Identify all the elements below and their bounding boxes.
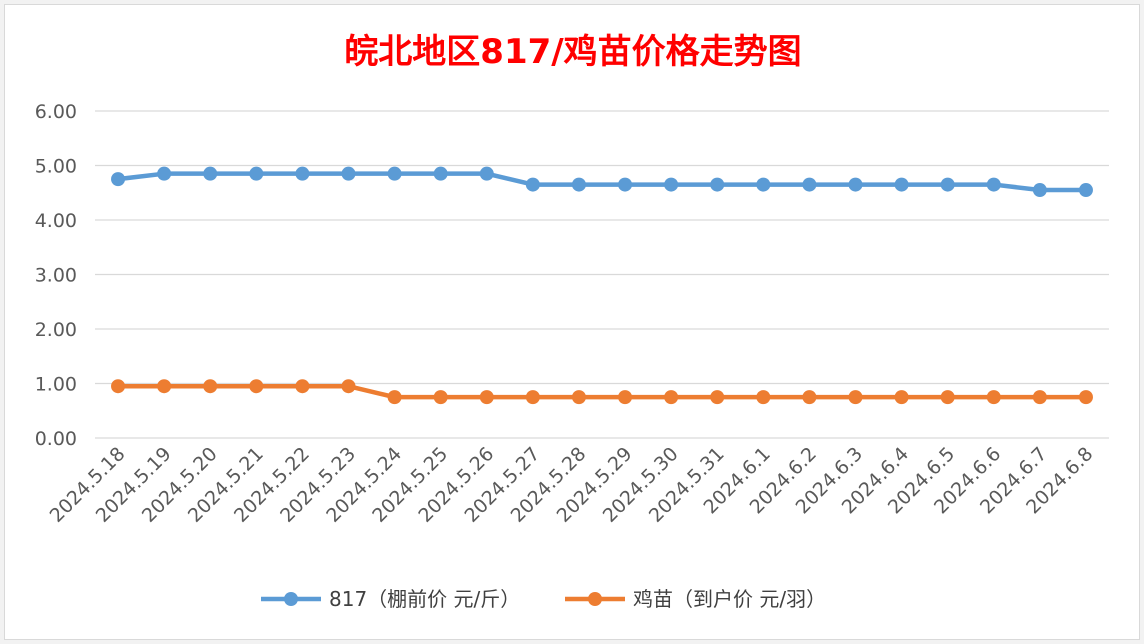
data-point — [986, 177, 1001, 192]
legend-item: 817（棚前价 元/斤） — [261, 587, 520, 611]
y-tick-label: 0.00 — [35, 428, 77, 450]
data-point — [341, 379, 356, 394]
y-tick-label: 3.00 — [35, 265, 77, 287]
data-point — [525, 390, 540, 405]
y-tick-label: 6.00 — [35, 101, 77, 123]
data-point — [433, 390, 448, 405]
legend-label: 鸡苗（到户价 元/羽） — [633, 587, 826, 611]
data-point — [111, 172, 126, 187]
grid-lines — [95, 110, 1109, 439]
data-point — [986, 390, 1001, 405]
data-point — [203, 166, 218, 181]
data-point — [940, 177, 955, 192]
data-point — [802, 177, 817, 192]
series-lines — [111, 166, 1093, 405]
data-point — [479, 390, 494, 405]
data-point — [756, 390, 771, 405]
data-point — [479, 166, 494, 181]
series-1 — [111, 166, 1093, 198]
data-point — [848, 177, 863, 192]
data-point — [710, 177, 725, 192]
chart-frame: 皖北地区817/鸡苗价格走势图 0.00 1.00 2.00 3.00 4.00 5.00… — [4, 4, 1140, 640]
chart-title: 皖北地区817/鸡苗价格走势图 — [344, 32, 801, 72]
data-point — [618, 177, 633, 192]
y-tick-label: 1.00 — [35, 374, 77, 396]
data-point — [710, 390, 725, 405]
data-point — [387, 390, 402, 405]
legend-item: 鸡苗（到户价 元/羽） — [565, 587, 826, 611]
data-point — [1032, 390, 1047, 405]
data-point — [111, 379, 126, 394]
data-point — [756, 177, 771, 192]
legend: 817（棚前价 元/斤） 鸡苗（到户价 元/羽） — [261, 587, 826, 611]
y-axis-tick-labels: 0.00 1.00 2.00 3.00 4.00 5.00 6.00 — [35, 101, 77, 450]
data-point — [341, 166, 356, 181]
line-chart: 皖北地区817/鸡苗价格走势图 0.00 1.00 2.00 3.00 4.00 5.00… — [35, 32, 1109, 611]
legend-dot-marker — [284, 592, 298, 606]
data-point — [157, 166, 172, 181]
data-point — [664, 390, 679, 405]
series-line — [115, 383, 1089, 400]
series-line — [115, 171, 1089, 193]
data-point — [433, 166, 448, 181]
data-point — [848, 390, 863, 405]
data-point — [249, 379, 264, 394]
x-axis-tick-labels: 2024.5.182024.5.192024.5.202024.5.212024… — [46, 443, 1098, 527]
y-tick-label: 4.00 — [35, 210, 77, 232]
legend-dot-marker — [588, 592, 602, 606]
data-point — [894, 177, 909, 192]
data-point — [940, 390, 955, 405]
series-2 — [111, 379, 1093, 405]
data-point — [664, 177, 679, 192]
data-point — [571, 390, 586, 405]
y-tick-label: 2.00 — [35, 319, 77, 341]
data-point — [203, 379, 218, 394]
data-point — [894, 390, 909, 405]
data-point — [1078, 183, 1093, 198]
legend-label: 817（棚前价 元/斤） — [329, 587, 520, 611]
data-point — [387, 166, 402, 181]
data-point — [525, 177, 540, 192]
data-point — [618, 390, 633, 405]
data-point — [295, 166, 310, 181]
data-point — [1078, 390, 1093, 405]
data-point — [295, 379, 310, 394]
data-point — [1032, 183, 1047, 198]
y-tick-label: 5.00 — [35, 156, 77, 178]
data-point — [571, 177, 586, 192]
data-point — [249, 166, 264, 181]
data-point — [157, 379, 172, 394]
data-point — [802, 390, 817, 405]
